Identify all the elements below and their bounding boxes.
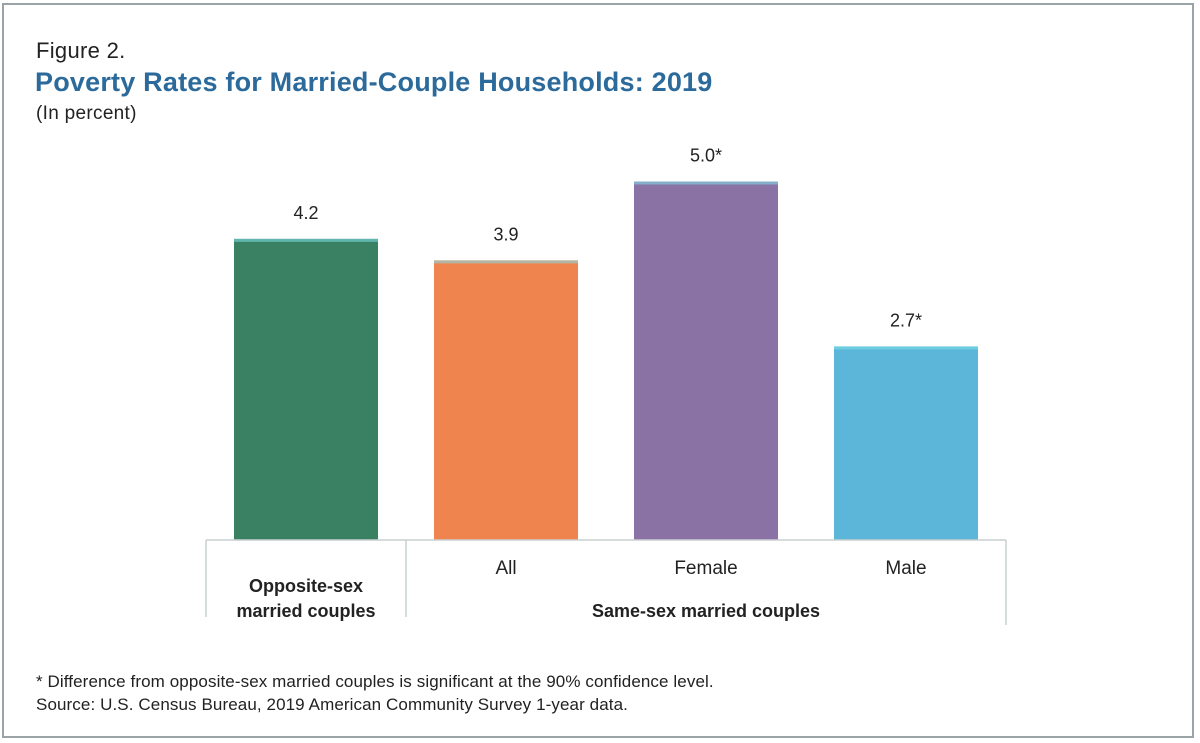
figure-label: Figure 2. — [36, 38, 126, 63]
value-label-same-sex-female: 5.0* — [690, 146, 722, 166]
category-label-opposite-line2: married couples — [236, 601, 375, 621]
value-label-same-sex-male: 2.7* — [890, 310, 922, 330]
value-label-same-sex-all: 3.9 — [493, 224, 518, 244]
bar-same-sex-male — [834, 346, 978, 540]
significance-note: * Difference from opposite-sex married c… — [36, 672, 714, 691]
group-label-same-sex: Same-sex married couples — [592, 601, 820, 621]
category-axis — [205, 539, 1007, 625]
category-label-all: All — [495, 558, 516, 579]
chart-subtitle: (In percent) — [36, 103, 137, 124]
bar-opposite-sex — [234, 238, 378, 540]
value-labels-group: 4.2 3.9 5.0* 2.7* — [293, 146, 922, 331]
bar-top-edge-same-sex-all — [434, 260, 578, 264]
bar-top-edge-same-sex-female — [634, 181, 778, 185]
source-note: Source: U.S. Census Bureau, 2019 America… — [36, 695, 628, 714]
category-label-male: Male — [885, 558, 926, 579]
figure-frame — [2, 3, 1194, 738]
category-label-opposite-line1: Opposite-sex — [249, 576, 363, 596]
category-labels-group: Opposite-sex married couples All Female … — [236, 558, 926, 621]
bar-same-sex-female — [634, 181, 778, 540]
chart-title: Poverty Rates for Married-Couple Househo… — [35, 67, 713, 97]
footnote: * Difference from opposite-sex married c… — [36, 670, 714, 716]
bar-same-sex-all — [434, 260, 578, 540]
bar-top-edge-same-sex-male — [834, 346, 978, 350]
category-label-female: Female — [674, 558, 737, 579]
bar-top-edge-opposite-sex — [234, 238, 378, 242]
bars-group — [234, 181, 978, 540]
value-label-opposite-sex: 4.2 — [293, 203, 318, 223]
